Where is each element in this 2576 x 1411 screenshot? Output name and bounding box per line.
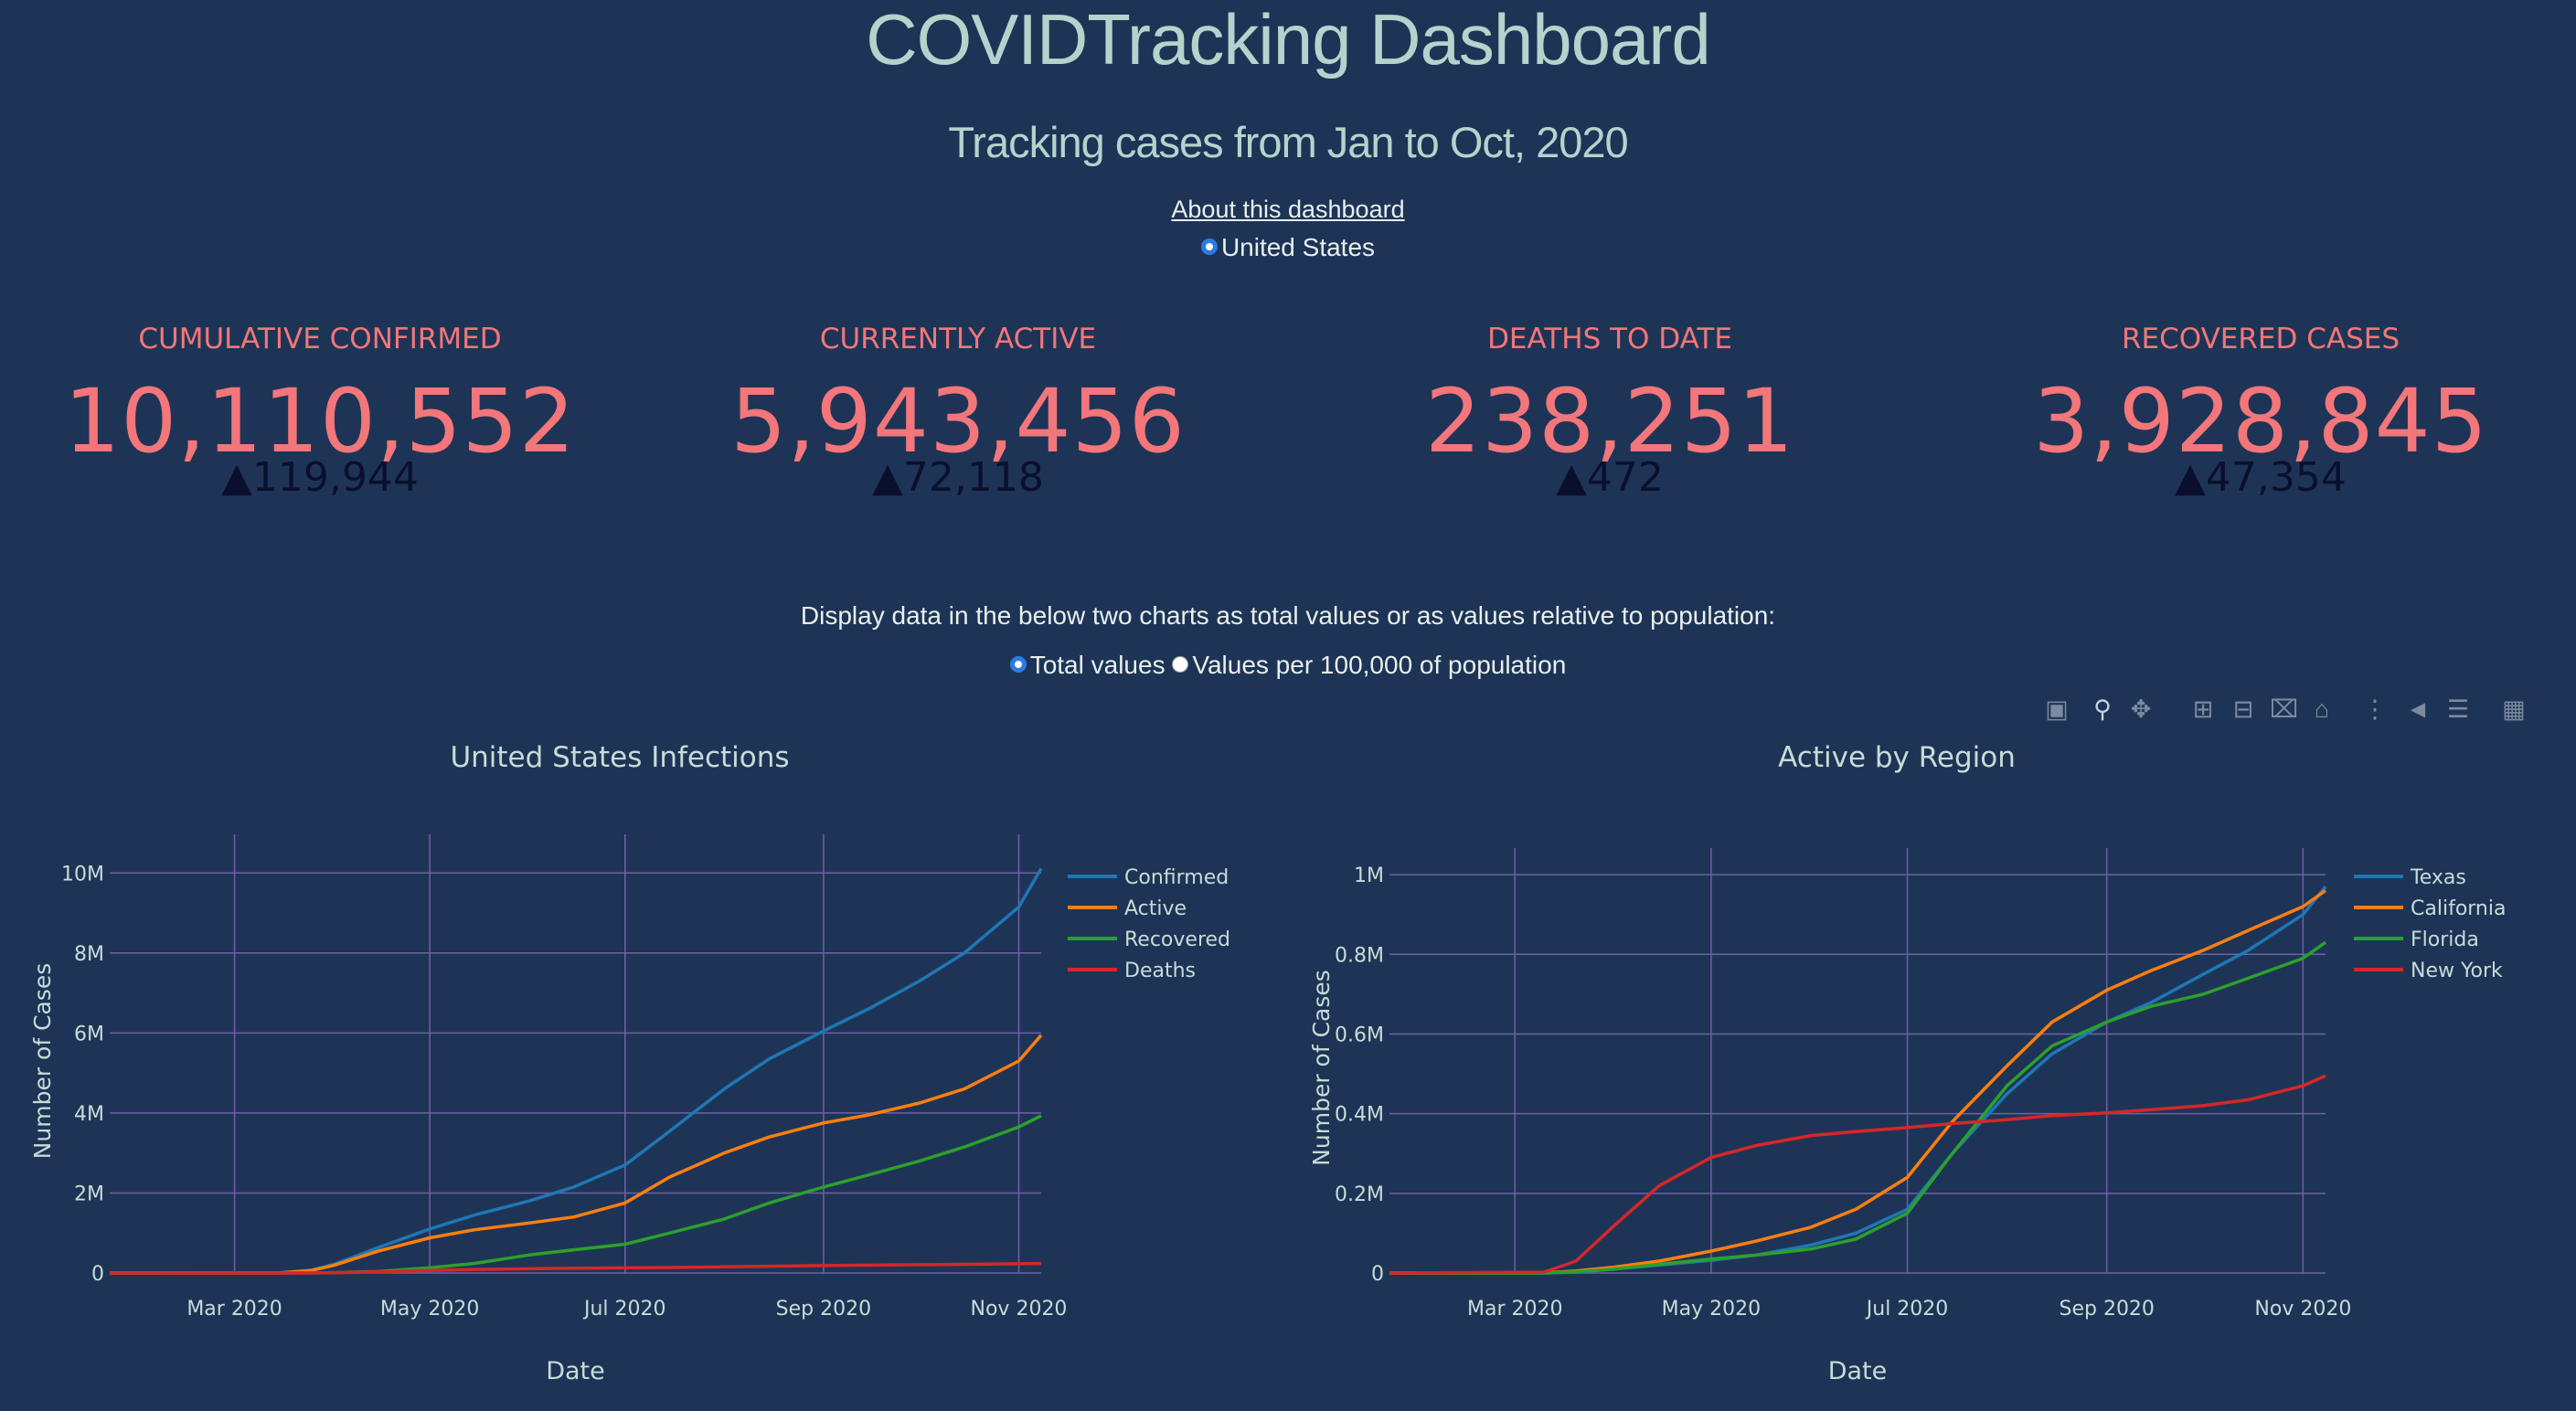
y-tick-label: 0.2M [1335,1183,1384,1206]
spike-lines-icon[interactable]: ⋮ [2362,695,2388,723]
kpi-delta: ▲47,354 [2175,454,2347,501]
y-tick-label: 0 [91,1263,104,1286]
series-line-recovered [110,1114,1042,1275]
y-tick-label: 10M [61,863,104,886]
legend-label-new-york: New York [2411,960,2503,982]
y-tick-label: 2M [74,1183,104,1205]
kpi-value: 3,928,845 [2033,370,2488,472]
radio-united-states[interactable] [1200,239,1218,255]
camera-icon[interactable]: ▣ [2045,695,2069,723]
chart-title-active-by-region: Active by Region [1778,741,2016,774]
kpi-confirmed: CUMULATIVE CONFIRMED 10,110,552 ▲119,944 [0,323,640,498]
y-tick-label: 4M [74,1103,104,1126]
chart-modebar: ▣ ⚲ ✥ ⊞ ⊟ ⌧ ⌂ ⋮ ◄ ☰ ▦ [2043,693,2537,726]
hover-compare-icon[interactable]: ☰ [2446,695,2470,723]
legend-label-texas: Texas [2410,866,2466,889]
y-tick-label: 0.8M [1335,944,1384,967]
zoom-icon[interactable]: ⚲ [2093,695,2112,723]
kpi-delta: ▲472 [1556,454,1664,501]
region-selector: United States [0,233,2576,262]
page-title: COVIDTracking Dashboard [866,0,1710,80]
legend-label-active: Active [1124,897,1187,920]
kpi-delta: ▲119,944 [221,454,419,501]
chart-active-by-region[interactable]: Mar 2020 May 2020 Jul 2020 Sep 2020 Nov 2020… [1280,822,2576,1407]
x-tick-label: Sep 2020 [776,1298,871,1321]
radio-total-values[interactable] [1009,656,1027,673]
display-mode-selector: Total values Values per 100,000 of popul… [0,651,2576,680]
about-link[interactable]: About this dashboard [1171,196,1405,223]
y-tick-label: 0 [1371,1263,1384,1286]
series-line-florida [1389,940,2327,1275]
x-tick-label: Nov 2020 [971,1298,1068,1321]
x-tick-label: May 2020 [1662,1298,1761,1321]
y-tick-label: 8M [74,943,104,966]
kpi-value: 10,110,552 [64,370,576,472]
kpi-value: 5,943,456 [730,370,1186,472]
x-tick-label: Jul 2020 [582,1298,666,1321]
kpi-label: RECOVERED CASES [2121,323,2400,355]
about-link-container: About this dashboard [0,196,2576,224]
series-line-california [1389,889,2327,1275]
y-axis-title: Number of Cases [29,963,56,1160]
zoom-in-icon[interactable]: ⊞ [2192,695,2214,723]
kpi-active: CURRENTLY ACTIVE 5,943,456 ▲72,118 [638,323,1278,498]
x-tick-label: May 2020 [380,1298,479,1321]
series-line-active [109,1034,1043,1275]
legend-label-florida: Florida [2411,928,2479,951]
x-tick-label: Mar 2020 [186,1298,282,1321]
series-line-deaths [110,1261,1042,1275]
kpi-deaths: DEATHS TO DATE 238,251 ▲472 [1290,323,1930,498]
kpi-delta: ▲72,118 [872,454,1044,501]
x-axis-title: Date [546,1357,605,1385]
chart-us-infections[interactable]: Mar 2020 May 2020 Jul 2020 Sep 2020 Nov 2020… [0,822,1280,1407]
radio-per-capita-label[interactable]: Values per 100,000 of population [1192,651,1567,679]
plotly-logo-icon[interactable]: ▦ [2502,695,2526,723]
radio-total-values-label[interactable]: Total values [1029,651,1166,679]
legend-label-recovered: Recovered [1124,928,1230,951]
y-tick-label: 0.4M [1335,1104,1384,1127]
x-axis-title: Date [1828,1357,1888,1385]
kpi-label: CURRENTLY ACTIVE [819,323,1097,355]
x-tick-label: Jul 2020 [1865,1298,1949,1321]
legend-label-california: California [2411,897,2506,920]
x-tick-label: Mar 2020 [1467,1298,1563,1321]
display-mode-note: Display data in the below two charts as … [800,601,1776,630]
y-tick-label: 0.6M [1335,1024,1384,1046]
autoscale-icon[interactable]: ⌧ [2270,695,2299,723]
x-tick-label: Nov 2020 [2254,1298,2351,1321]
series-line-confirmed [109,867,1043,1275]
radio-united-states-label[interactable]: United States [1220,233,1376,261]
legend-label-deaths: Deaths [1124,960,1196,982]
y-tick-label: 6M [74,1023,104,1045]
legend-label-confirmed: Confirmed [1124,866,1229,889]
chart-title-us-infections: United States Infections [450,741,790,774]
zoom-out-icon[interactable]: ⊟ [2232,695,2254,723]
series-line-new-york [1389,1074,2326,1275]
y-axis-title: Number of Cases [1308,970,1335,1166]
kpi-label: CUMULATIVE CONFIRMED [138,323,502,355]
kpi-recovered: RECOVERED CASES 3,928,845 ▲47,354 [1941,323,2576,498]
radio-per-capita[interactable] [1172,656,1189,673]
pan-icon[interactable]: ✥ [2130,695,2152,723]
hover-closest-icon[interactable]: ◄ [2405,695,2431,723]
kpi-label: DEATHS TO DATE [1487,323,1732,355]
page-subtitle: Tracking cases from Jan to Oct, 2020 [948,118,1628,166]
reset-axes-icon[interactable]: ⌂ [2314,695,2330,723]
x-tick-label: Sep 2020 [2059,1298,2154,1321]
kpi-value: 238,251 [1425,370,1794,472]
y-tick-label: 1M [1354,865,1384,887]
series-line-texas [1389,886,2327,1275]
